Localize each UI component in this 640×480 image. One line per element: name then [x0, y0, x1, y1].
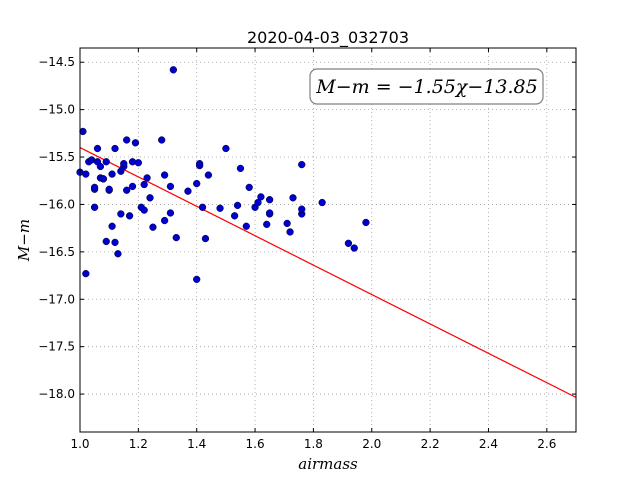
- data-point: [265, 209, 274, 217]
- y-tick-label: −17.0: [38, 292, 75, 306]
- data-point: [298, 205, 306, 213]
- data-point: [160, 216, 169, 225]
- data-point: [93, 144, 102, 153]
- data-point: [245, 183, 253, 192]
- x-tick-label: 2.2: [421, 437, 440, 451]
- y-tick-label: −14.5: [38, 55, 75, 69]
- data-point: [193, 275, 201, 283]
- data-point: [204, 171, 213, 179]
- x-tick-labels: 1.0 1.2 1.4 1.6 1.8 2.0 2.2 2.4 2.6: [70, 437, 556, 451]
- data-point: [158, 136, 166, 144]
- y-tick-label: −16.5: [38, 245, 75, 259]
- fit-annotation: M−m = −1.55χ−13.85: [309, 68, 544, 105]
- y-tick-label: −17.5: [38, 340, 75, 354]
- chart-title: 2020-04-03_032703: [247, 28, 409, 48]
- data-point: [254, 198, 262, 207]
- x-tick-label: 1.2: [129, 437, 148, 451]
- data-point: [128, 182, 137, 191]
- x-tick-label: 1.0: [70, 437, 89, 451]
- y-tick-labels: −14.5 −15.0 −15.5 −16.0 −16.5 −17.0 −17.5 −18.0: [38, 55, 75, 401]
- data-point: [344, 239, 353, 247]
- x-tick-label: 1.6: [246, 437, 265, 451]
- data-point: [117, 210, 125, 218]
- data-point: [242, 222, 250, 230]
- data-point: [172, 233, 180, 242]
- data-point: [362, 218, 370, 227]
- data-point: [123, 186, 131, 194]
- data-point: [108, 170, 116, 178]
- data-point: [111, 238, 119, 247]
- data-point: [140, 206, 148, 214]
- data-point: [90, 183, 99, 192]
- grid: [80, 48, 576, 432]
- data-point: [143, 174, 151, 182]
- data-point: [82, 270, 90, 278]
- y-tick-label: −15.0: [38, 103, 75, 117]
- data-point: [108, 222, 116, 230]
- data-point: [111, 144, 119, 153]
- data-point: [102, 237, 110, 246]
- data-point: [149, 223, 157, 231]
- data-point: [195, 160, 204, 168]
- data-point: [166, 209, 175, 217]
- data-point: [236, 164, 245, 173]
- data-point: [230, 212, 239, 220]
- plot-frame: [79, 47, 577, 433]
- data-point: [350, 244, 358, 252]
- data-point: [265, 196, 274, 204]
- data-point: [146, 194, 154, 202]
- x-tick-label: 1.8: [304, 437, 323, 451]
- x-tick-label: 1.4: [187, 437, 206, 451]
- data-point: [216, 204, 224, 212]
- data-point: [289, 194, 297, 202]
- data-point: [99, 175, 107, 183]
- data-point: [233, 201, 242, 210]
- scatter-points: [76, 66, 370, 283]
- data-point: [160, 171, 169, 179]
- data-point: [184, 187, 192, 195]
- data-point: [131, 139, 140, 147]
- data-point: [263, 220, 271, 229]
- fit-annotation-text: M−m = −1.55χ−13.85: [315, 76, 537, 98]
- data-point: [166, 182, 175, 191]
- x-axis-label: airmass: [298, 455, 358, 473]
- x-tick-label: 2.4: [479, 437, 498, 451]
- data-point: [123, 136, 131, 144]
- data-point: [134, 159, 143, 167]
- data-point: [120, 160, 128, 168]
- x-tick-label: 2.0: [362, 437, 381, 451]
- data-point: [79, 127, 87, 136]
- data-point: [82, 170, 90, 178]
- fit-annotation-box: [309, 68, 544, 105]
- x-tick-label: 2.6: [537, 437, 556, 451]
- y-tick-label: −18.0: [38, 387, 75, 401]
- fit-line-group: [79, 147, 577, 398]
- data-point: [125, 212, 134, 220]
- data-point: [318, 198, 326, 207]
- data-point: [257, 193, 265, 201]
- data-point: [286, 228, 294, 236]
- y-tick-label: −16.0: [38, 197, 75, 211]
- data-point: [102, 158, 110, 166]
- data-point: [201, 234, 210, 243]
- data-point: [96, 162, 105, 171]
- axis-ticks: [79, 48, 576, 432]
- y-tick-label: −15.5: [38, 150, 75, 164]
- data-point: [114, 250, 122, 258]
- data-point: [169, 66, 178, 74]
- data-point: [283, 219, 291, 228]
- data-point: [140, 180, 148, 189]
- data-point: [90, 203, 99, 211]
- data-point: [298, 160, 306, 169]
- fit-line: [79, 147, 577, 398]
- data-point: [198, 203, 207, 211]
- data-point: [193, 179, 201, 188]
- data-point: [105, 185, 113, 193]
- data-point: [222, 144, 230, 153]
- y-axis-label: M−m: [15, 219, 33, 262]
